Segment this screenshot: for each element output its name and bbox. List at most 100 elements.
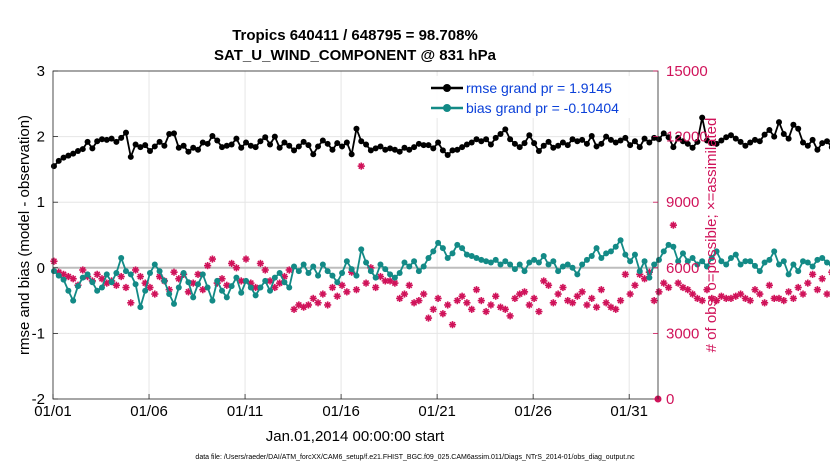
bias-point	[646, 274, 653, 281]
rmse-point	[607, 136, 614, 143]
rmse-point	[751, 136, 758, 143]
legend-box	[427, 76, 655, 118]
rmse-point	[319, 137, 326, 144]
rmse-point	[247, 142, 254, 149]
obs-point	[592, 303, 601, 311]
rmse-point	[583, 140, 590, 147]
obs-point	[602, 299, 610, 307]
obs-point	[794, 283, 802, 292]
obs-point	[429, 305, 437, 313]
rmse-point	[776, 119, 782, 126]
rmse-point	[521, 140, 528, 147]
rmse-point	[679, 138, 686, 145]
bias-point	[401, 259, 408, 266]
bias-point	[406, 263, 413, 270]
rmse-point	[70, 150, 77, 157]
rmse-point	[171, 130, 177, 137]
rmse-point	[689, 144, 696, 151]
bias-point	[382, 266, 389, 273]
bias-point	[588, 252, 595, 259]
bias-point	[718, 258, 725, 265]
obs-point	[352, 286, 361, 294]
rmse-point	[305, 142, 312, 149]
bias-point	[271, 274, 278, 281]
rmse-point	[363, 141, 370, 148]
bias-point	[497, 261, 504, 268]
obs-point	[276, 279, 284, 287]
rmse-point	[795, 125, 802, 132]
rmse-point	[694, 138, 701, 145]
rmse-point	[411, 144, 418, 151]
rmse-point	[228, 141, 235, 148]
rmse-point	[785, 135, 792, 142]
legend-rmse-marker	[443, 84, 451, 92]
bias-point	[535, 259, 542, 266]
bias-point	[708, 254, 715, 261]
rmse-point	[209, 132, 216, 139]
bias-point	[550, 258, 557, 265]
y-tick-label-left: 0	[37, 260, 45, 277]
bias-point	[262, 277, 269, 284]
bias-point	[204, 284, 211, 291]
x-tick-label: 01/31	[610, 403, 648, 420]
obs-point	[343, 288, 351, 296]
bias-point	[473, 254, 480, 261]
rmse-point	[377, 143, 384, 150]
bias-point	[339, 270, 346, 277]
bias-point	[430, 248, 437, 255]
bias-point	[127, 271, 134, 278]
obs-point	[760, 299, 769, 307]
rmse-point	[622, 134, 629, 141]
bias-point	[454, 241, 461, 248]
obs-point	[151, 290, 159, 298]
rmse-point	[463, 141, 470, 148]
bias-point	[766, 256, 773, 263]
obs-point	[669, 221, 677, 229]
obs-point	[756, 290, 764, 298]
obs-point	[453, 297, 461, 305]
bias-point	[804, 259, 811, 266]
bias-point	[771, 248, 778, 255]
obs-point	[208, 255, 217, 263]
obs-point	[112, 281, 120, 289]
rmse-point	[396, 148, 403, 155]
bias-point	[809, 263, 816, 270]
obs-point	[583, 301, 591, 309]
rmse-point	[631, 138, 638, 145]
obs-point	[304, 301, 313, 309]
bias-point	[363, 259, 370, 266]
bias-point	[574, 271, 581, 278]
obs-point	[468, 305, 476, 313]
obs-point	[780, 297, 788, 305]
rmse-point	[483, 136, 490, 143]
rmse-point	[593, 143, 600, 150]
rmse-point	[766, 127, 773, 134]
obs-point	[540, 277, 548, 285]
obs-point	[122, 283, 130, 292]
obs-point	[655, 288, 663, 296]
rmse-point	[497, 130, 504, 137]
rmse-point	[598, 140, 605, 147]
obs-point	[684, 286, 692, 294]
rmse-point	[310, 151, 317, 158]
obs-point	[242, 255, 250, 263]
obs-point	[588, 294, 596, 303]
rmse-point	[291, 147, 298, 154]
bias-point	[55, 272, 62, 279]
bias-point	[199, 271, 206, 278]
bias-point	[665, 241, 672, 248]
obs-point	[785, 288, 793, 296]
rmse-point	[89, 145, 96, 152]
bias-point	[209, 297, 216, 304]
obs-point	[228, 259, 236, 268]
bias-point	[526, 259, 533, 266]
bias-point	[118, 254, 125, 261]
bias-point	[79, 274, 86, 281]
bias-point	[737, 261, 744, 268]
obs-point	[688, 290, 697, 298]
obs-point	[199, 286, 207, 294]
obs-point	[448, 321, 457, 329]
rmse-point	[804, 142, 811, 149]
bias-point	[492, 256, 499, 263]
bias-point	[569, 264, 576, 271]
